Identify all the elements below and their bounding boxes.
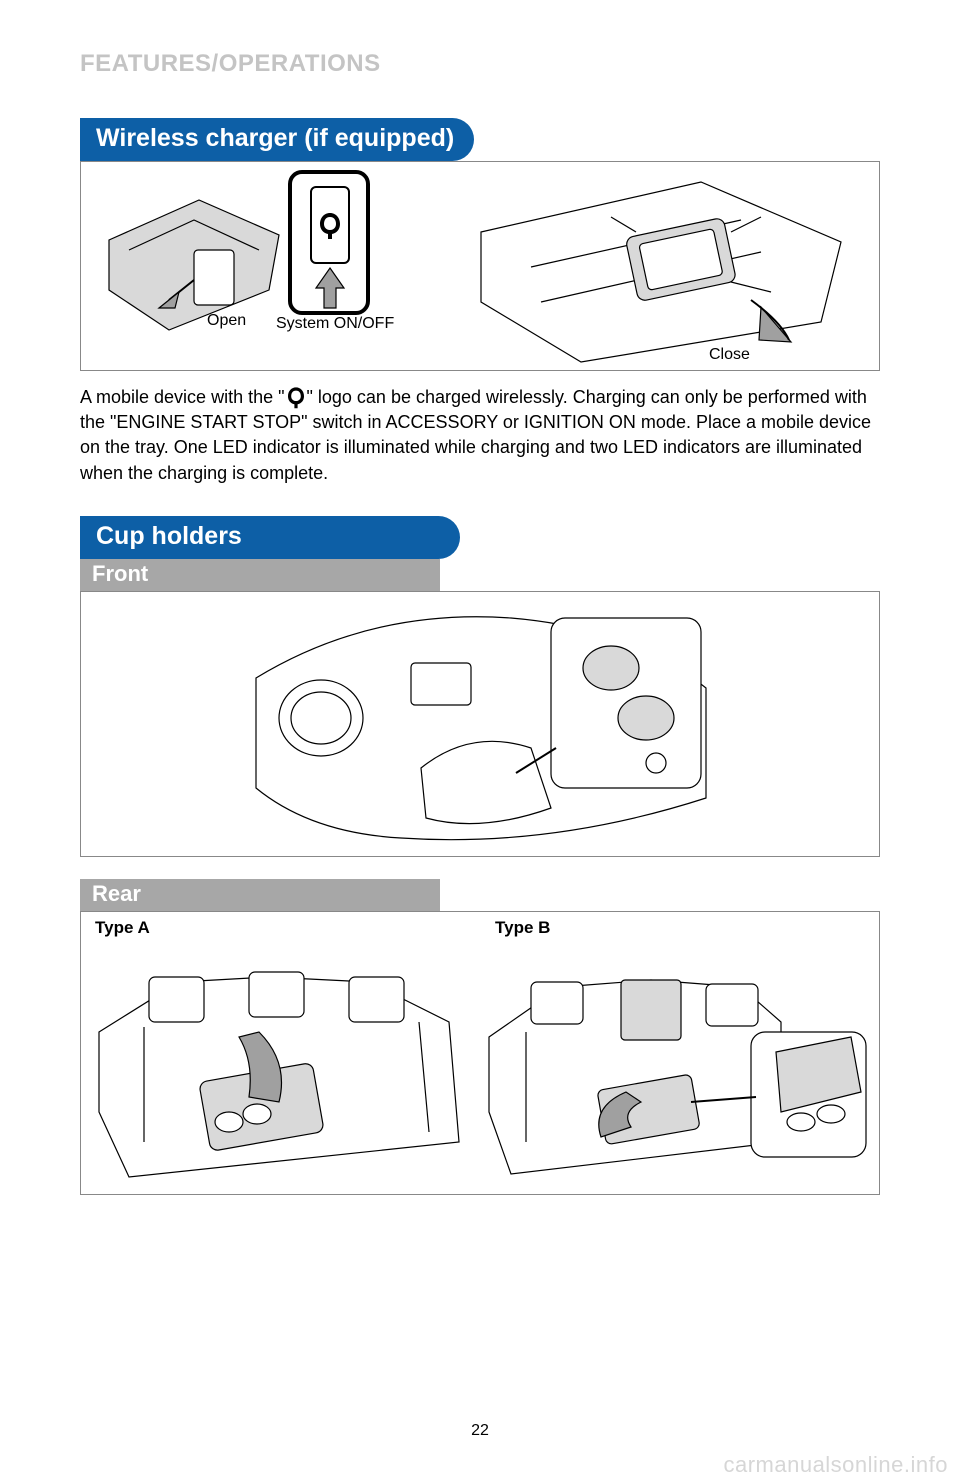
illustration-power-switch bbox=[288, 170, 370, 315]
wireless-text-before: A mobile device with the " bbox=[80, 387, 285, 407]
illustration-charging-tray bbox=[461, 172, 851, 367]
label-system-onoff: System ON/OFF bbox=[276, 315, 394, 333]
arrow-up-icon bbox=[314, 266, 346, 310]
label-close: Close bbox=[709, 346, 750, 364]
label-type-b: Type B bbox=[495, 918, 550, 938]
illustration-rear-type-a bbox=[89, 942, 469, 1187]
label-type-a: Type A bbox=[95, 918, 150, 938]
qi-icon bbox=[317, 210, 343, 240]
subheading-front: Front bbox=[80, 559, 440, 591]
illustration-front-cupholders bbox=[251, 598, 711, 852]
figure-wireless-charger: Open System ON/OFF Close bbox=[80, 161, 880, 371]
watermark: carmanualsonline.info bbox=[723, 1452, 948, 1478]
heading-wireless-charger: Wireless charger (if equipped) bbox=[80, 118, 474, 161]
illustration-console-open bbox=[99, 180, 289, 340]
figure-cupholders-front bbox=[80, 591, 880, 857]
section-header: FEATURES/OPERATIONS bbox=[80, 50, 880, 78]
label-open: Open bbox=[207, 312, 246, 330]
subheading-rear: Rear bbox=[80, 879, 440, 911]
figure-cupholders-rear: Type A Type B bbox=[80, 911, 880, 1195]
heading-cup-holders: Cup holders bbox=[80, 516, 460, 559]
page-number: 22 bbox=[0, 1422, 960, 1440]
illustration-rear-type-b bbox=[481, 942, 871, 1187]
wireless-description: A mobile device with the "" logo can be … bbox=[80, 385, 880, 486]
qi-icon bbox=[285, 385, 307, 409]
